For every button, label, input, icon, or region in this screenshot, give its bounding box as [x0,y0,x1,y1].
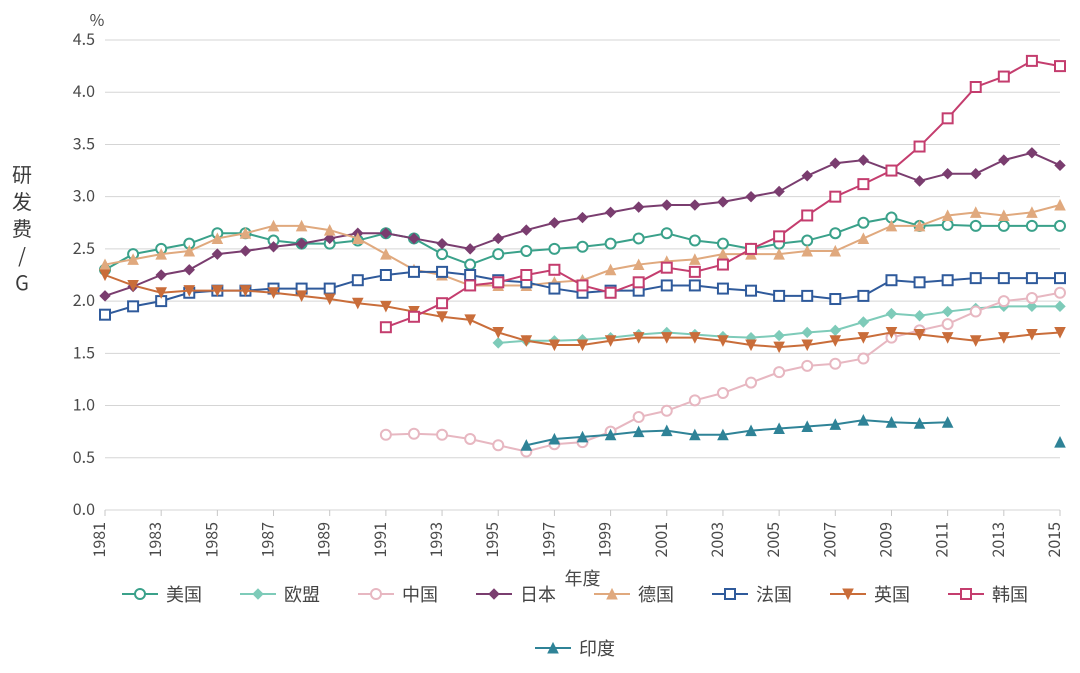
legend-swatch [358,586,394,602]
legend-swatch [122,586,158,602]
legend-label: 中国 [402,581,438,607]
legend-label: 欧盟 [284,581,320,607]
legend-swatch [712,586,748,602]
legend-label: 日本 [520,581,556,607]
legend-label: 德国 [638,581,674,607]
svg-text:0.5: 0.5 [73,444,95,468]
legend-swatch [948,586,984,602]
legend-swatch [594,586,630,602]
legend-swatch [240,586,276,602]
y-axis-title-ch5: / [18,241,26,268]
legend-item[interactable]: 印度 [535,635,615,661]
svg-text:1997: 1997 [535,522,559,558]
svg-text:2005: 2005 [760,522,784,558]
svg-text:1987: 1987 [255,522,279,558]
legend-item[interactable]: 法国 [712,581,792,607]
legend-label: 印度 [579,635,615,661]
svg-text:1.5: 1.5 [73,339,95,363]
legend-item[interactable]: 中国 [358,581,438,607]
svg-text:1981: 1981 [86,522,110,558]
chart-container: 研 发 费 / G 0.00.51.01.52.02.53.03.54.04.5… [0,0,1080,673]
legend-item[interactable]: 日本 [476,581,556,607]
svg-text:3.0: 3.0 [73,183,95,207]
svg-text:1999: 1999 [592,522,616,558]
svg-text:2009: 2009 [872,522,896,558]
svg-text:0.0: 0.0 [73,496,95,520]
svg-text:2011: 2011 [929,522,953,558]
legend-label: 韩国 [992,581,1028,607]
legend-swatch [535,640,571,656]
svg-text:2013: 2013 [985,522,1009,558]
legend-item[interactable]: 英国 [830,581,910,607]
svg-text:2015: 2015 [1041,522,1065,558]
svg-text:2001: 2001 [648,522,672,558]
y-axis-title-ch7: G [15,268,29,295]
svg-text:1.0: 1.0 [73,392,95,416]
svg-text:1985: 1985 [198,522,222,558]
svg-text:2003: 2003 [704,522,728,558]
series-8 [521,415,1065,450]
legend-swatch [830,586,866,602]
svg-text:1991: 1991 [367,522,391,558]
y-axis-title-ch1: 研 [12,160,32,187]
legend-label: 法国 [756,581,792,607]
svg-text:1993: 1993 [423,522,447,558]
legend-item[interactable]: 美国 [122,581,202,607]
y-axis-title-ch3: 费 [12,214,32,241]
svg-text:3.5: 3.5 [73,130,95,154]
y-axis-title-ch2: 发 [12,187,32,214]
svg-text:2.5: 2.5 [73,235,95,259]
svg-text:1989: 1989 [311,522,335,558]
legend-label: 英国 [874,581,910,607]
legend-item[interactable]: 欧盟 [240,581,320,607]
svg-text:1995: 1995 [479,522,503,558]
legend-label: 美国 [166,581,202,607]
chart-svg: 0.00.51.01.52.02.53.03.54.04.5%198119831… [0,0,1080,673]
y-axis-title: 研 发 费 / G [10,160,34,295]
svg-text:1983: 1983 [142,522,166,558]
svg-text:4.0: 4.0 [73,78,95,102]
legend-swatch [476,586,512,602]
svg-text:2007: 2007 [816,522,840,558]
legend: 美国 欧盟 中国 日本 德国 法国 英国 韩国印度 [90,581,1060,661]
svg-text:%: % [90,7,105,31]
legend-item[interactable]: 德国 [594,581,674,607]
legend-item[interactable]: 韩国 [948,581,1028,607]
svg-text:2.0: 2.0 [73,287,95,311]
